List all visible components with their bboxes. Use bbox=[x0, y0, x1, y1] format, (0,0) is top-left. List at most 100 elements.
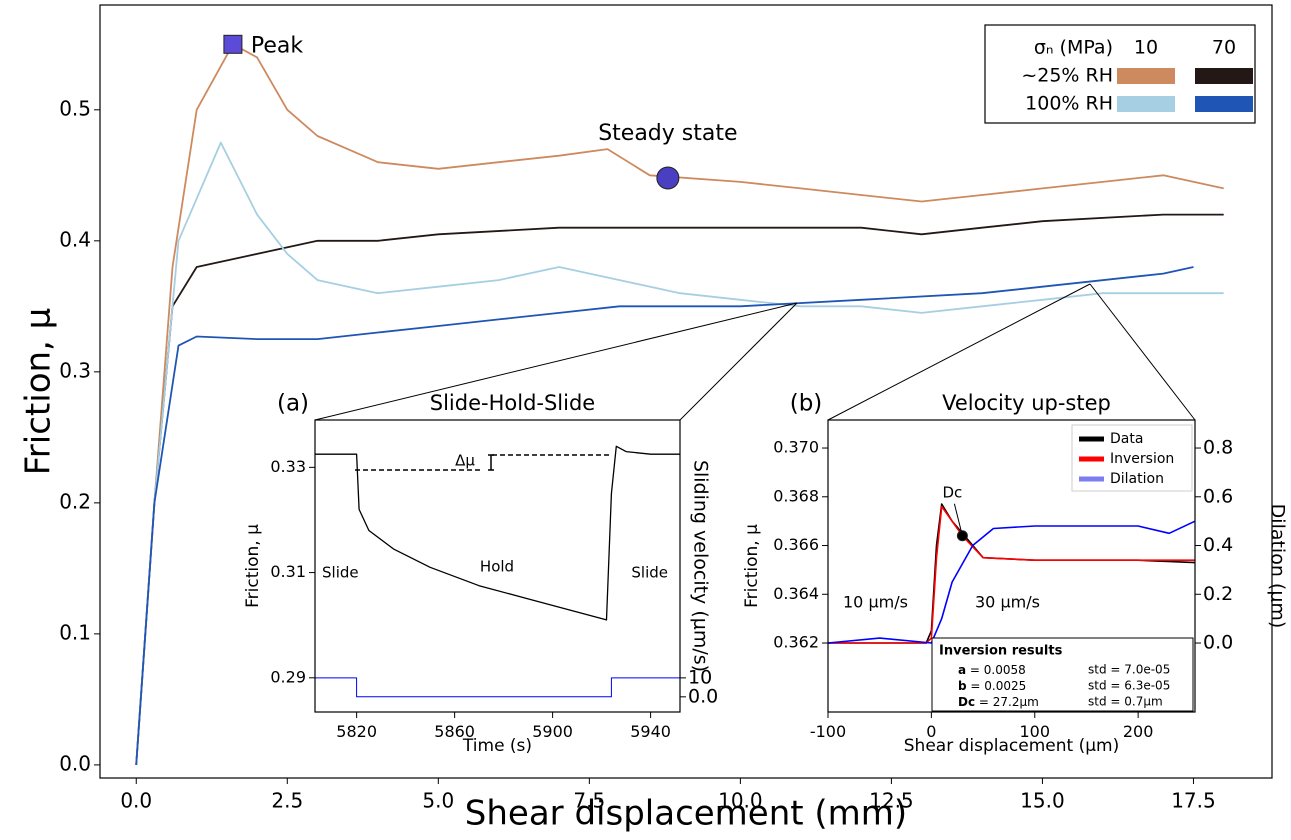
y2-tick-label: 0.2 bbox=[1203, 583, 1233, 605]
legend-row: ~25% RH bbox=[1021, 65, 1113, 87]
x-tick-label: 0 bbox=[926, 722, 936, 741]
results-param: Dc bbox=[958, 695, 975, 709]
x-tick-label: 2.5 bbox=[271, 789, 303, 813]
annotation: 10 μm/s bbox=[843, 593, 908, 612]
point-label: Dc bbox=[942, 483, 962, 501]
y-tick-label: 0.31 bbox=[270, 562, 306, 581]
x-tick-label: 200 bbox=[1123, 722, 1154, 741]
legend-swatch bbox=[1195, 96, 1253, 112]
results-box bbox=[931, 637, 1194, 712]
y2-tick-label: 0.8 bbox=[1203, 437, 1233, 459]
y-tick-label: 0.366 bbox=[773, 535, 819, 554]
series-line bbox=[135, 43, 1224, 765]
legend-label: Dilation bbox=[1110, 471, 1164, 487]
x-tick-label: 10.0 bbox=[718, 789, 763, 813]
plot-frame bbox=[827, 419, 1196, 713]
y2-axis-label: Sliding velocity (μm/s) bbox=[690, 460, 712, 672]
x-tick-label: 0.0 bbox=[120, 789, 152, 813]
annotation: Slide bbox=[322, 564, 359, 582]
legend-swatch bbox=[1195, 68, 1253, 84]
results-value: = 0.0058 bbox=[966, 663, 1026, 677]
series-line bbox=[135, 213, 1224, 765]
y2-axis-label: Dilation (μm) bbox=[1267, 504, 1289, 629]
series-line bbox=[827, 520, 1196, 644]
annotation: 30 μm/s bbox=[975, 593, 1040, 612]
point-label: Peak bbox=[251, 33, 303, 58]
x-axis-label: Shear displacement (μm) bbox=[904, 736, 1119, 756]
annotation: Slide bbox=[631, 564, 668, 582]
legend-column: 70 bbox=[1212, 37, 1236, 59]
zoom-line bbox=[314, 302, 798, 421]
legend-swatch bbox=[1117, 96, 1175, 112]
series-line bbox=[135, 266, 1194, 765]
legend-header: σₙ (MPa) bbox=[1034, 37, 1113, 59]
x-axis-label: Time (s) bbox=[462, 736, 532, 756]
results-value: = 27.2μm bbox=[975, 695, 1039, 709]
y-tick-label: 0.2 bbox=[59, 489, 91, 513]
annotation: Δμ bbox=[455, 452, 475, 470]
plot-frame bbox=[99, 4, 1273, 779]
y-tick-label: 0.0 bbox=[59, 751, 91, 775]
panel-label: (b) bbox=[790, 391, 823, 417]
y-tick-label: 0.4 bbox=[59, 227, 91, 251]
y-tick-label: 0.3 bbox=[59, 358, 91, 382]
y-axis-label: Friction, μ bbox=[742, 524, 762, 608]
x-tick-label: 7.5 bbox=[573, 789, 605, 813]
chart-title: Velocity up-step bbox=[942, 391, 1111, 415]
y2-tick-label: 0.0 bbox=[688, 685, 718, 707]
x-tick-label: 15.0 bbox=[1020, 789, 1065, 813]
y-tick-label: 0.370 bbox=[773, 438, 819, 457]
y2-tick-label: 0.4 bbox=[1203, 534, 1233, 556]
y2-tick-label: 10 bbox=[688, 666, 712, 688]
plot-frame bbox=[314, 419, 681, 713]
results-value: = 0.0025 bbox=[967, 679, 1027, 693]
results-std: std = 0.7μm bbox=[1088, 695, 1163, 709]
x-tick-label: 17.5 bbox=[1171, 789, 1216, 813]
x-tick-label: 5940 bbox=[630, 722, 671, 741]
x-tick-label: 5.0 bbox=[422, 789, 454, 813]
x-tick-label: 5900 bbox=[532, 722, 573, 741]
y-tick-label: 0.362 bbox=[773, 633, 819, 652]
y2-tick-label: 0.0 bbox=[1203, 632, 1233, 654]
point-leader bbox=[953, 503, 963, 536]
results-row: b = 0.0025 bbox=[958, 679, 1026, 693]
results-std: std = 6.3e-05 bbox=[1088, 679, 1170, 693]
y-tick-label: 0.33 bbox=[270, 457, 306, 476]
results-title: Inversion results bbox=[939, 644, 1063, 659]
point-label: Steady state bbox=[598, 121, 737, 146]
panel-label: (a) bbox=[277, 391, 309, 417]
y-tick-label: 0.29 bbox=[270, 667, 306, 686]
y-axis-label: Friction, μ bbox=[19, 308, 59, 476]
zoom-line bbox=[679, 302, 798, 421]
series-line bbox=[315, 677, 680, 698]
x-tick-label: 5860 bbox=[434, 722, 475, 741]
results-row: a = 0.0058 bbox=[958, 663, 1026, 677]
main-chart: 0.0 2.5 5.0 7.5 10.0 12.5 15.0 17.5 0.0 0.1 0.2 0.3… bbox=[19, 4, 1273, 834]
series-line bbox=[135, 141, 1224, 765]
series-line bbox=[315, 445, 680, 621]
results-std: std = 7.0e-05 bbox=[1088, 663, 1170, 677]
zoom-line bbox=[1089, 283, 1196, 421]
results-param: b bbox=[958, 679, 967, 693]
y-tick-label: 0.368 bbox=[773, 486, 819, 505]
plot-background bbox=[315, 420, 680, 712]
y-tick-label: 0.364 bbox=[773, 584, 819, 603]
legend-column: 10 bbox=[1134, 37, 1158, 59]
legend-row: 100% RH bbox=[1025, 93, 1113, 115]
legend-swatch bbox=[1117, 68, 1175, 84]
y-tick-label: 0.1 bbox=[59, 620, 91, 644]
zoom-lines bbox=[314, 283, 1196, 421]
y-axis-label: Friction, μ bbox=[243, 524, 263, 608]
y-tick-label: 0.5 bbox=[59, 96, 91, 120]
chart-title: Slide-Hold-Slide bbox=[430, 391, 595, 415]
zoom-line bbox=[827, 283, 1091, 421]
point-marker bbox=[223, 34, 243, 54]
x-axis-label: Shear displacement (mm) bbox=[465, 794, 907, 834]
x-tick-label: -100 bbox=[810, 722, 846, 741]
results-row: Dc = 27.2μm bbox=[958, 695, 1039, 709]
results-param: a bbox=[958, 663, 966, 677]
legend-label: Inversion bbox=[1110, 451, 1174, 467]
x-tick-label: 5820 bbox=[336, 722, 377, 741]
